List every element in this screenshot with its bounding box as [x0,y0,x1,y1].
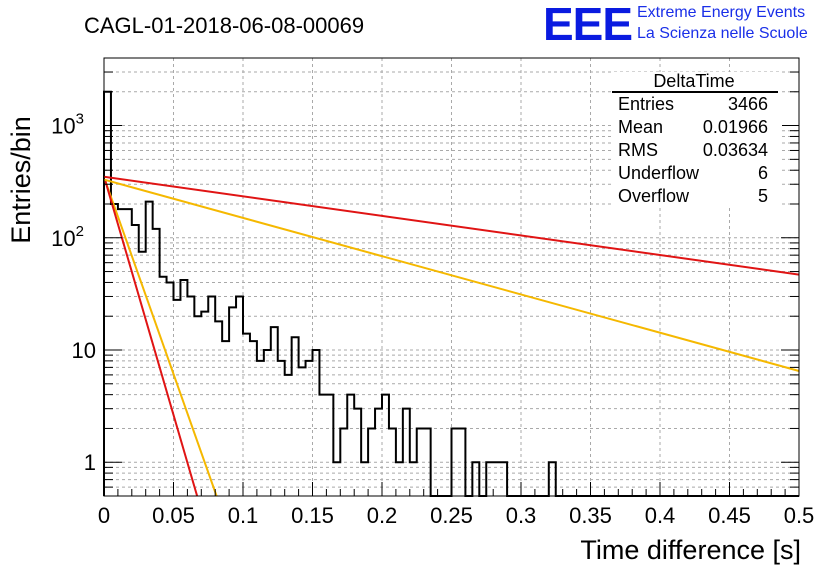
stats-value-underflow: 6 [758,163,768,183]
y-tick-label: 103 [51,111,84,139]
x-tick-label: 0.15 [291,503,334,528]
curve-red-4 [104,180,199,497]
x-tick-label: 0.2 [367,503,398,528]
eee-logo: EEE Extreme Energy Events La Scienza nel… [543,0,808,50]
curve-yellow-3 [104,180,218,497]
chart-title: CAGL-01-2018-06-08-00069 [84,13,364,38]
y-axis-title: Entries/bin [6,116,36,244]
stats-value-rms: 0.03634 [703,140,768,160]
y-tick-labels: 1 10 102 103 [51,111,96,476]
x-tick-labels: 0 0.05 0.1 0.15 0.2 0.25 0.3 0.35 0.4 0.45 0.5 [98,503,814,528]
logo-line-2: La Scienza nelle Scuole [637,25,808,42]
y-tick-label: 102 [51,223,84,251]
curve-black-2 [105,181,330,496]
stats-label-rms: RMS [618,140,658,160]
x-axis-title: Time difference [s] [580,535,801,565]
y-tick-label: 10 [72,338,96,363]
stats-label-underflow: Underflow [618,163,700,183]
x-tick-label: 0 [98,503,110,528]
stats-value-entries: 3466 [728,94,768,114]
stats-label-mean: Mean [618,117,663,137]
stats-value-mean: 0.01966 [703,117,768,137]
grid [104,58,799,496]
x-tick-label: 0.25 [430,503,473,528]
stats-box: DeltaTime Entries 3466 Mean 0.01966 RMS … [612,71,782,208]
axis-ticks [103,71,800,496]
x-tick-label: 0.4 [645,503,676,528]
stats-label-entries: Entries [618,94,674,114]
x-tick-label: 0.3 [506,503,537,528]
x-tick-label: 0.1 [228,503,259,528]
stats-label-overflow: Overflow [618,186,690,206]
x-tick-label: 0.45 [708,503,751,528]
x-tick-label: 0.5 [784,503,815,528]
y-tick-label: 1 [84,450,96,475]
eee-logo-mark: EEE [543,0,632,50]
stats-title: DeltaTime [653,71,734,91]
curve-yellow-1 [103,178,800,372]
fit-curves [103,175,800,497]
stats-value-overflow: 5 [758,186,768,206]
x-tick-label: 0.05 [152,503,195,528]
logo-line-1: Extreme Energy Events [637,4,805,21]
stats-box-background [612,72,782,208]
curve-red-0 [103,175,800,276]
x-tick-label: 0.35 [569,503,612,528]
